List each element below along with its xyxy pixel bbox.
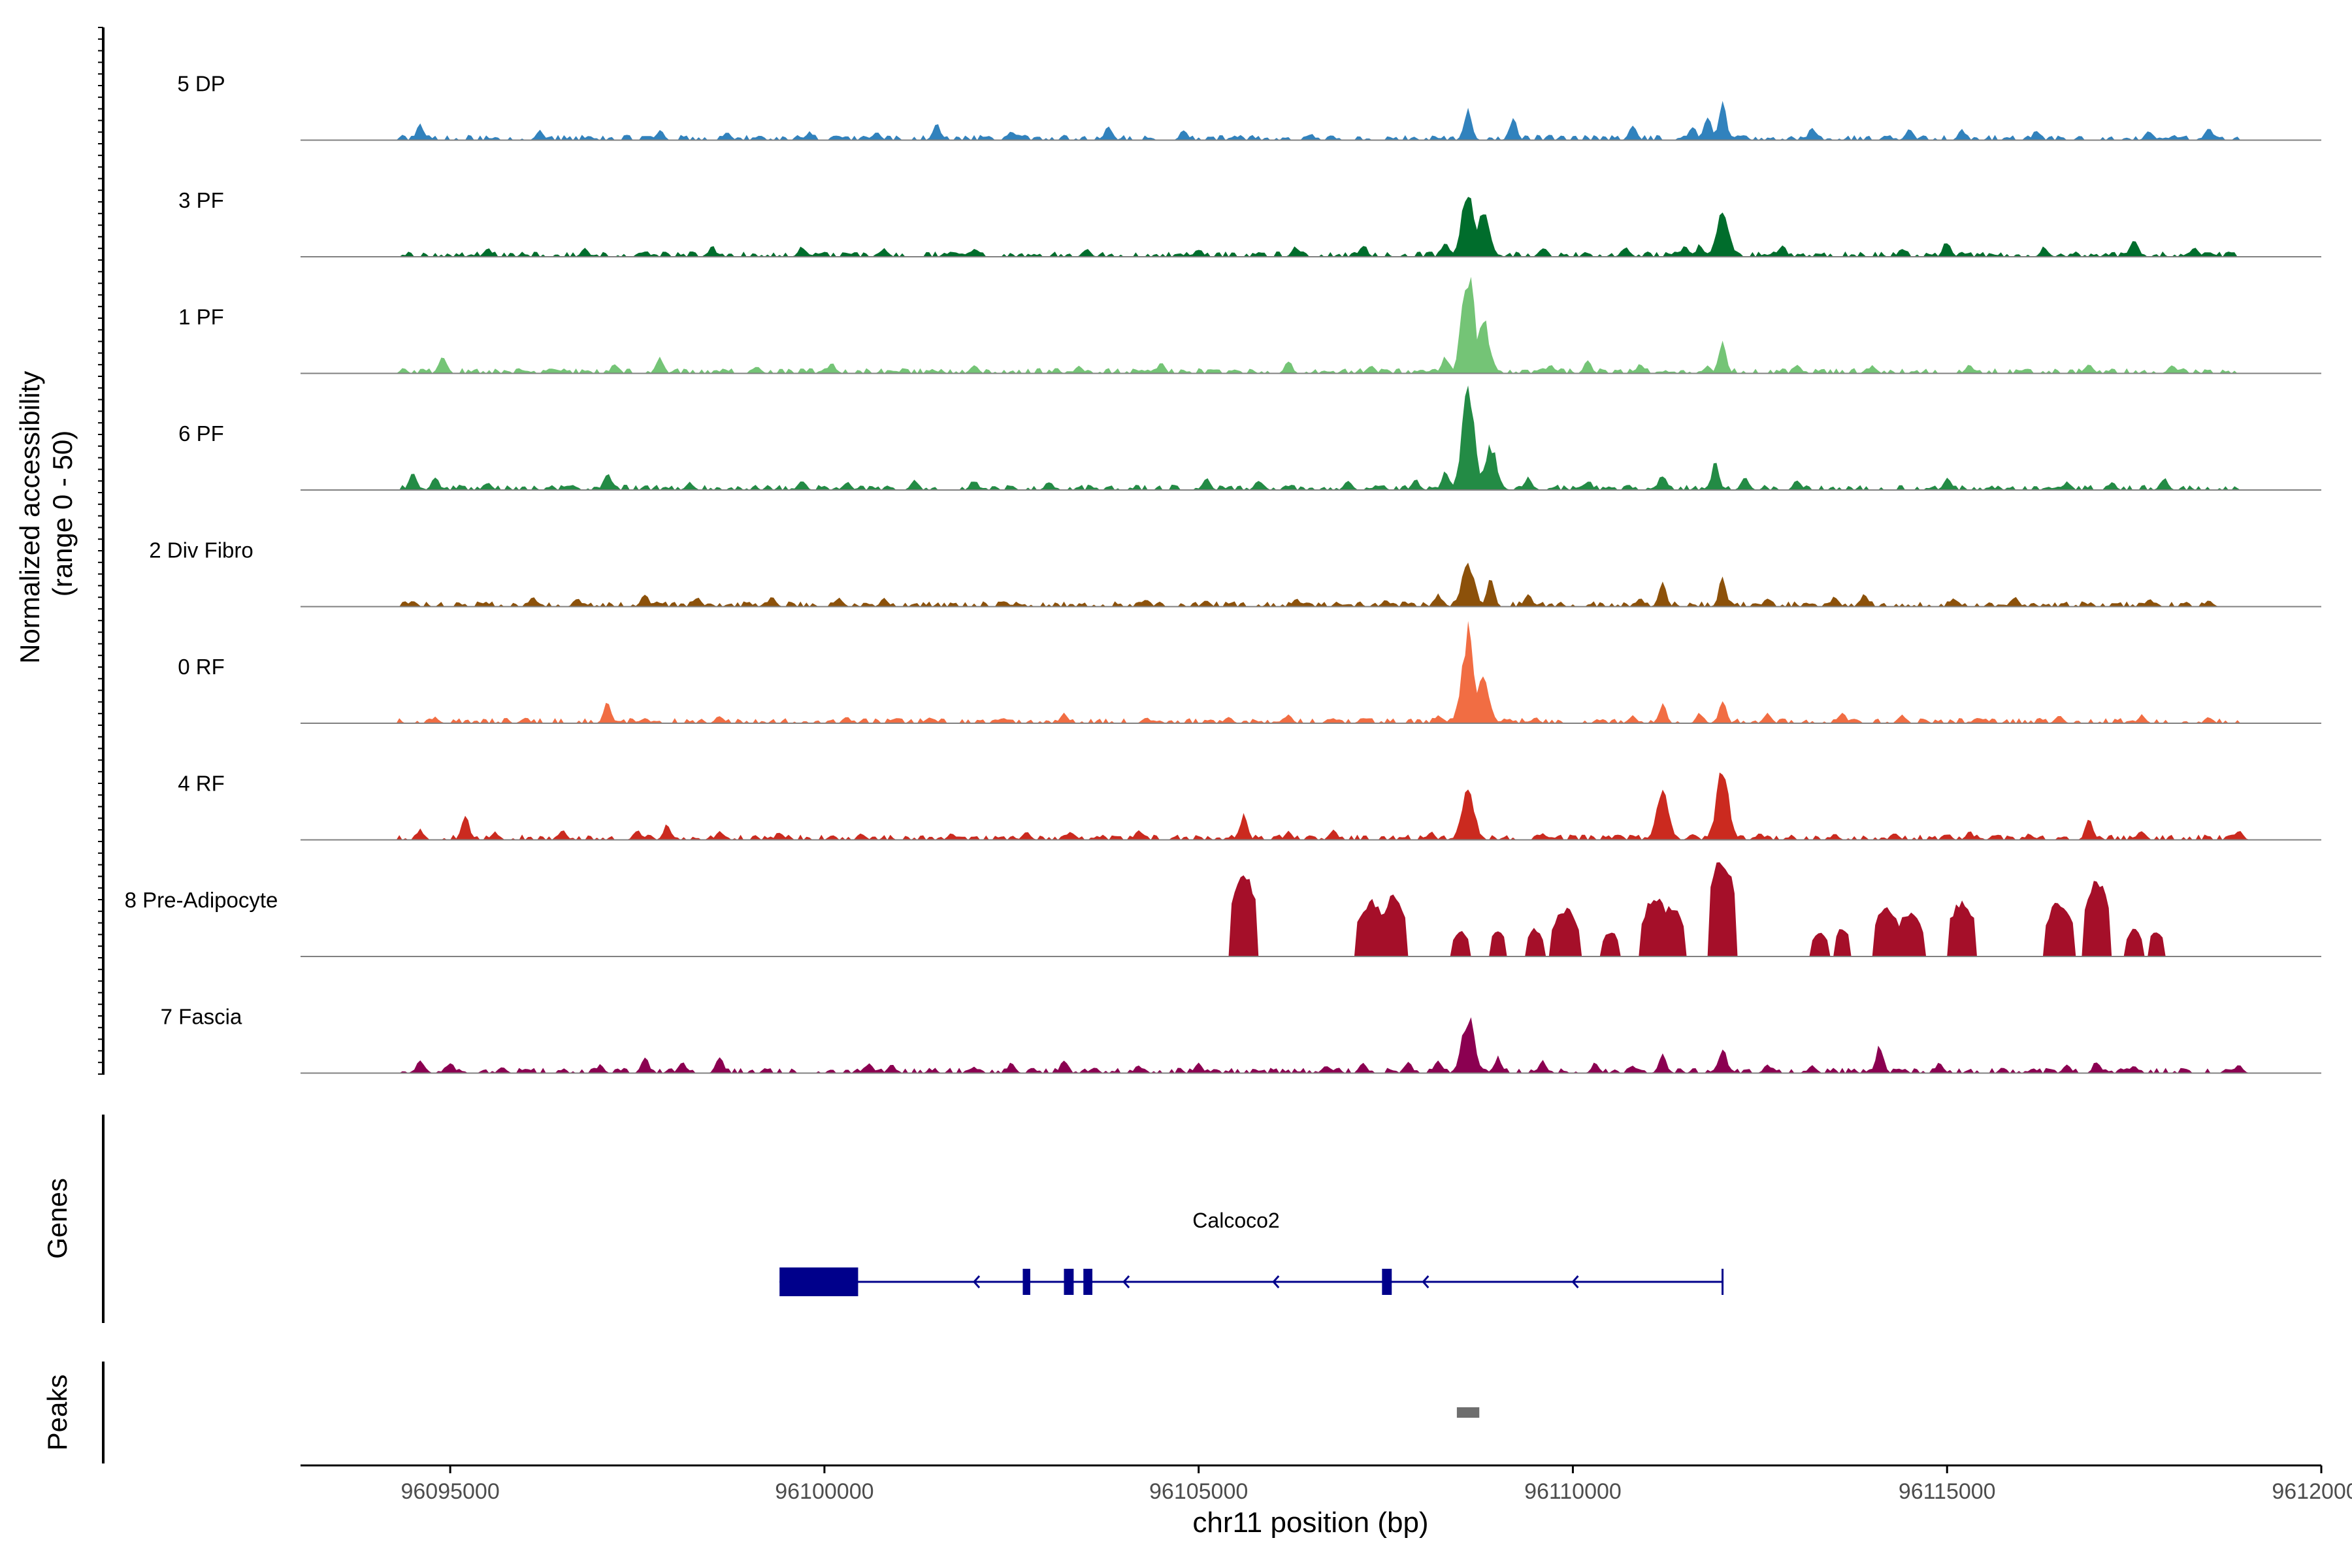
track-5-dp: 5 DP [177,72,2321,141]
track-label: 3 PF [178,188,224,212]
y-axis-title-line1: Normalized accessibility [14,371,45,664]
peaks-panel-label: Peaks [42,1375,73,1451]
gene-model: Calcoco2 [779,1209,1724,1296]
track-coverage-area [301,1017,2321,1073]
track-6-pf: 6 PF [178,385,2321,491]
peak-regions [1456,1407,1480,1418]
track-1-pf: 1 PF [178,276,2321,374]
x-axis-tick-label: 96120000 [2272,1479,2352,1504]
track-3-pf: 3 PF [178,188,2321,257]
track-2-div-fibro: 2 Div Fibro [149,538,2321,608]
gene-exon [779,1267,858,1296]
x-axis-title: chr11 position (bp) [1192,1507,1428,1539]
x-axis: 96095000 96100000 96105000 96110000 96115000… [400,1465,2352,1504]
track-label: 4 RF [178,772,225,796]
x-axis-tick-label: 96115000 [1899,1479,1996,1504]
gene-strand-arrow [1571,1275,1579,1288]
track-label: 8 Pre-Adipocyte [125,888,278,912]
gene-strand-arrow [1122,1275,1130,1288]
y-axis-title: Normalized accessibility (range 0 - 50) [14,363,78,664]
gene-name-label: Calcoco2 [1192,1209,1279,1232]
track-label: 6 PF [178,421,224,446]
x-axis-tick-label: 96095000 [400,1479,499,1504]
peak-region-bar [1456,1407,1480,1418]
track-0-rf: 0 RF [178,621,2321,724]
gene-exon [1064,1269,1074,1295]
track-label: 7 Fascia [161,1005,242,1029]
x-axis-tick-label: 96105000 [1149,1479,1248,1504]
track-label: 5 DP [177,72,225,96]
gene-exon [1022,1269,1030,1295]
gene-strand-arrow [1272,1275,1280,1288]
x-axis-tick-label: 96110000 [1524,1479,1622,1504]
track-y-axis [98,27,105,1075]
gene-strand-arrow [1422,1275,1429,1288]
track-8-pre-adipocyte: 8 Pre-Adipocyte [125,862,2321,957]
track-label: 2 Div Fibro [149,538,253,563]
x-axis-tick-label: 96100000 [775,1479,874,1504]
track-7-fascia: 7 Fascia [161,1005,2321,1074]
track-label: 1 PF [178,305,224,329]
gene-strand-arrow [972,1275,981,1288]
y-axis-title-line2: (range 0 - 50) [47,431,78,596]
genes-panel-label: Genes [42,1178,73,1259]
gene-exon [1382,1269,1392,1295]
gene-exon [1083,1269,1092,1295]
track-label: 0 RF [178,655,225,679]
track-4-rf: 4 RF [178,772,2321,841]
track-panels: 5 DP 3 PF 1 PF 6 PF 2 Div Fibro 0 RF 4 RF 8 Pre… [125,72,2321,1074]
